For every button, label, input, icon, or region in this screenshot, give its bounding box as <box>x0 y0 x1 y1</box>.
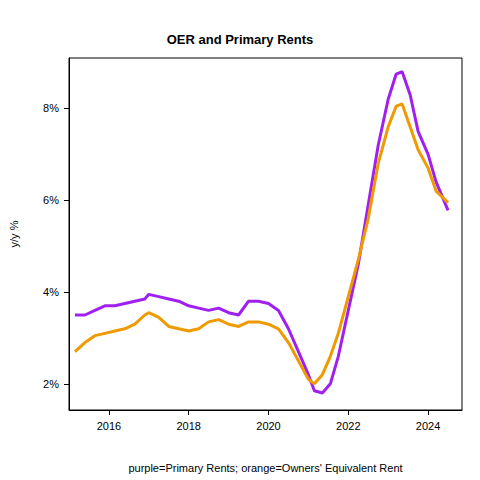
svg-text:6%: 6% <box>43 194 59 206</box>
svg-text:purple=Primary Rents; orange=O: purple=Primary Rents; orange=Owners' Equ… <box>128 462 402 474</box>
svg-text:OER and Primary Rents: OER and Primary Rents <box>167 32 314 47</box>
svg-text:2024: 2024 <box>416 420 440 432</box>
svg-text:y/y %: y/y % <box>8 220 20 247</box>
svg-text:8%: 8% <box>43 102 59 114</box>
svg-text:2018: 2018 <box>176 420 200 432</box>
svg-text:2%: 2% <box>43 378 59 390</box>
svg-text:2020: 2020 <box>256 420 280 432</box>
svg-text:2016: 2016 <box>97 420 121 432</box>
svg-text:4%: 4% <box>43 286 59 298</box>
svg-text:2022: 2022 <box>336 420 360 432</box>
